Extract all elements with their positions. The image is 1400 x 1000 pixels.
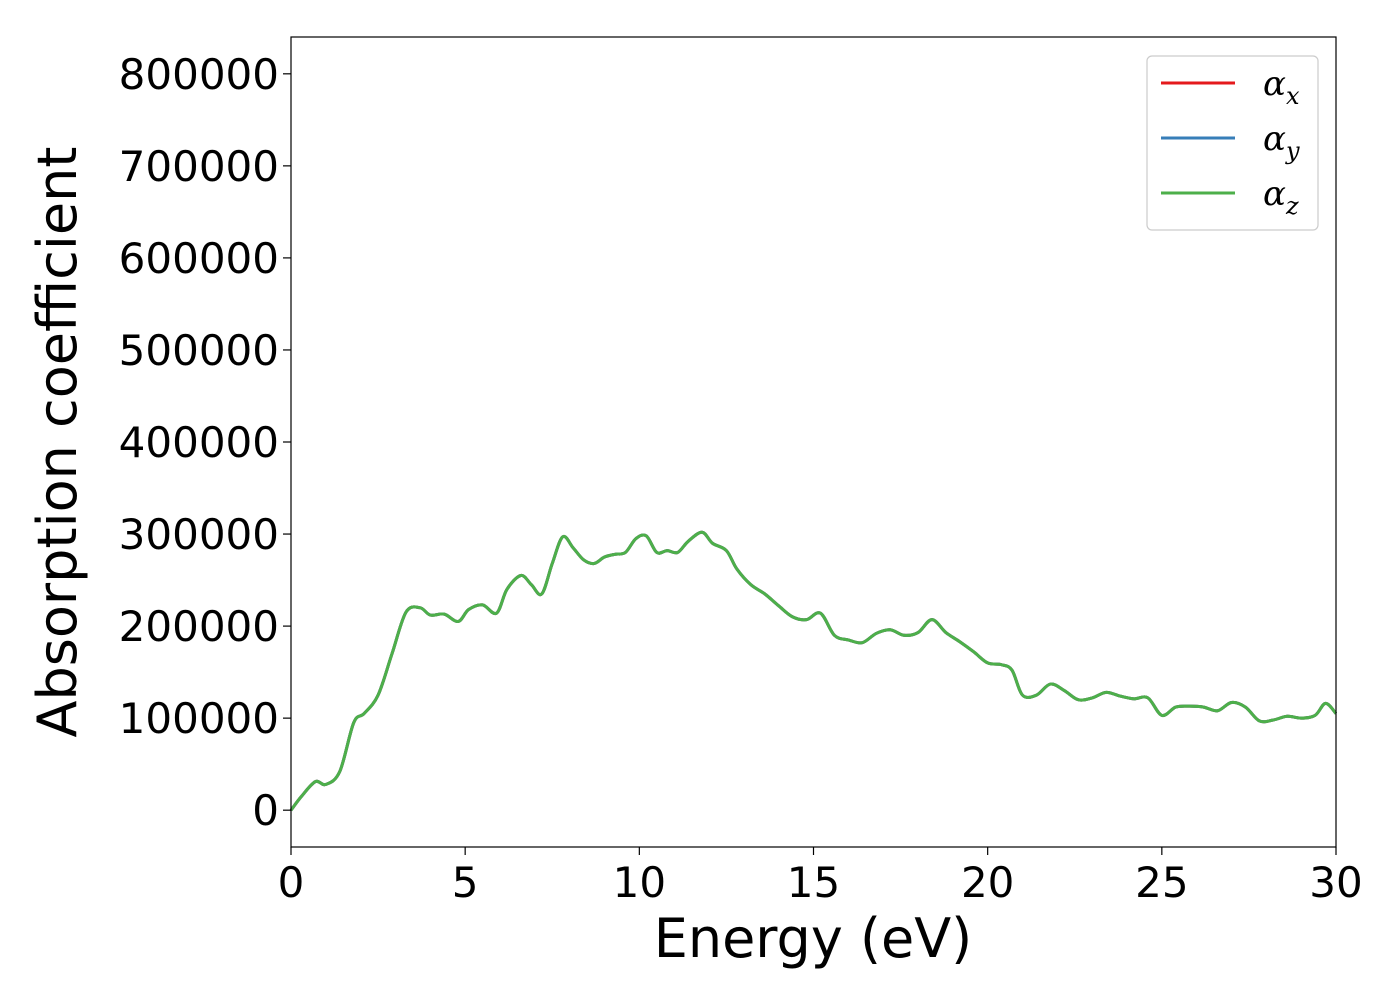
series-line-3 — [289, 530, 1338, 812]
y-tick-label: 100000 — [119, 694, 279, 743]
legend-box — [1146, 55, 1319, 231]
series-line-2 — [289, 530, 1338, 812]
x-tick-label: 0 — [278, 858, 305, 907]
series-line-1 — [289, 530, 1338, 812]
x-axis-title: Energy (eV) — [654, 907, 973, 970]
x-axis: 0 5 10 15 20 25 30 — [278, 847, 1363, 907]
legend: αx αy αz — [1146, 55, 1319, 231]
y-tick-label: 300000 — [119, 510, 279, 559]
y-tick-label: 800000 — [119, 50, 279, 99]
x-tick-label: 20 — [961, 858, 1014, 907]
x-tick-label: 30 — [1309, 858, 1362, 907]
series-layer — [289, 530, 1338, 812]
x-tick-label: 25 — [1135, 858, 1188, 907]
x-tick-label: 5 — [452, 858, 479, 907]
y-tick-label: 600000 — [119, 234, 279, 283]
y-axis-title: Absorption coefficient — [26, 147, 89, 738]
y-tick-label: 200000 — [119, 602, 279, 651]
y-axis: 0 100000 200000 300000 400000 500000 600000 700… — [119, 50, 291, 835]
legend-label-y: αy — [1263, 119, 1300, 165]
legend-label-x: αx — [1263, 64, 1300, 110]
legend-label-z: αz — [1263, 174, 1299, 220]
x-tick-label: 10 — [613, 858, 666, 907]
y-tick-label: 0 — [252, 786, 279, 835]
x-tick-label: 15 — [787, 858, 840, 907]
y-tick-label: 400000 — [119, 418, 279, 467]
y-tick-label: 500000 — [119, 326, 279, 375]
y-tick-label: 700000 — [119, 142, 279, 191]
